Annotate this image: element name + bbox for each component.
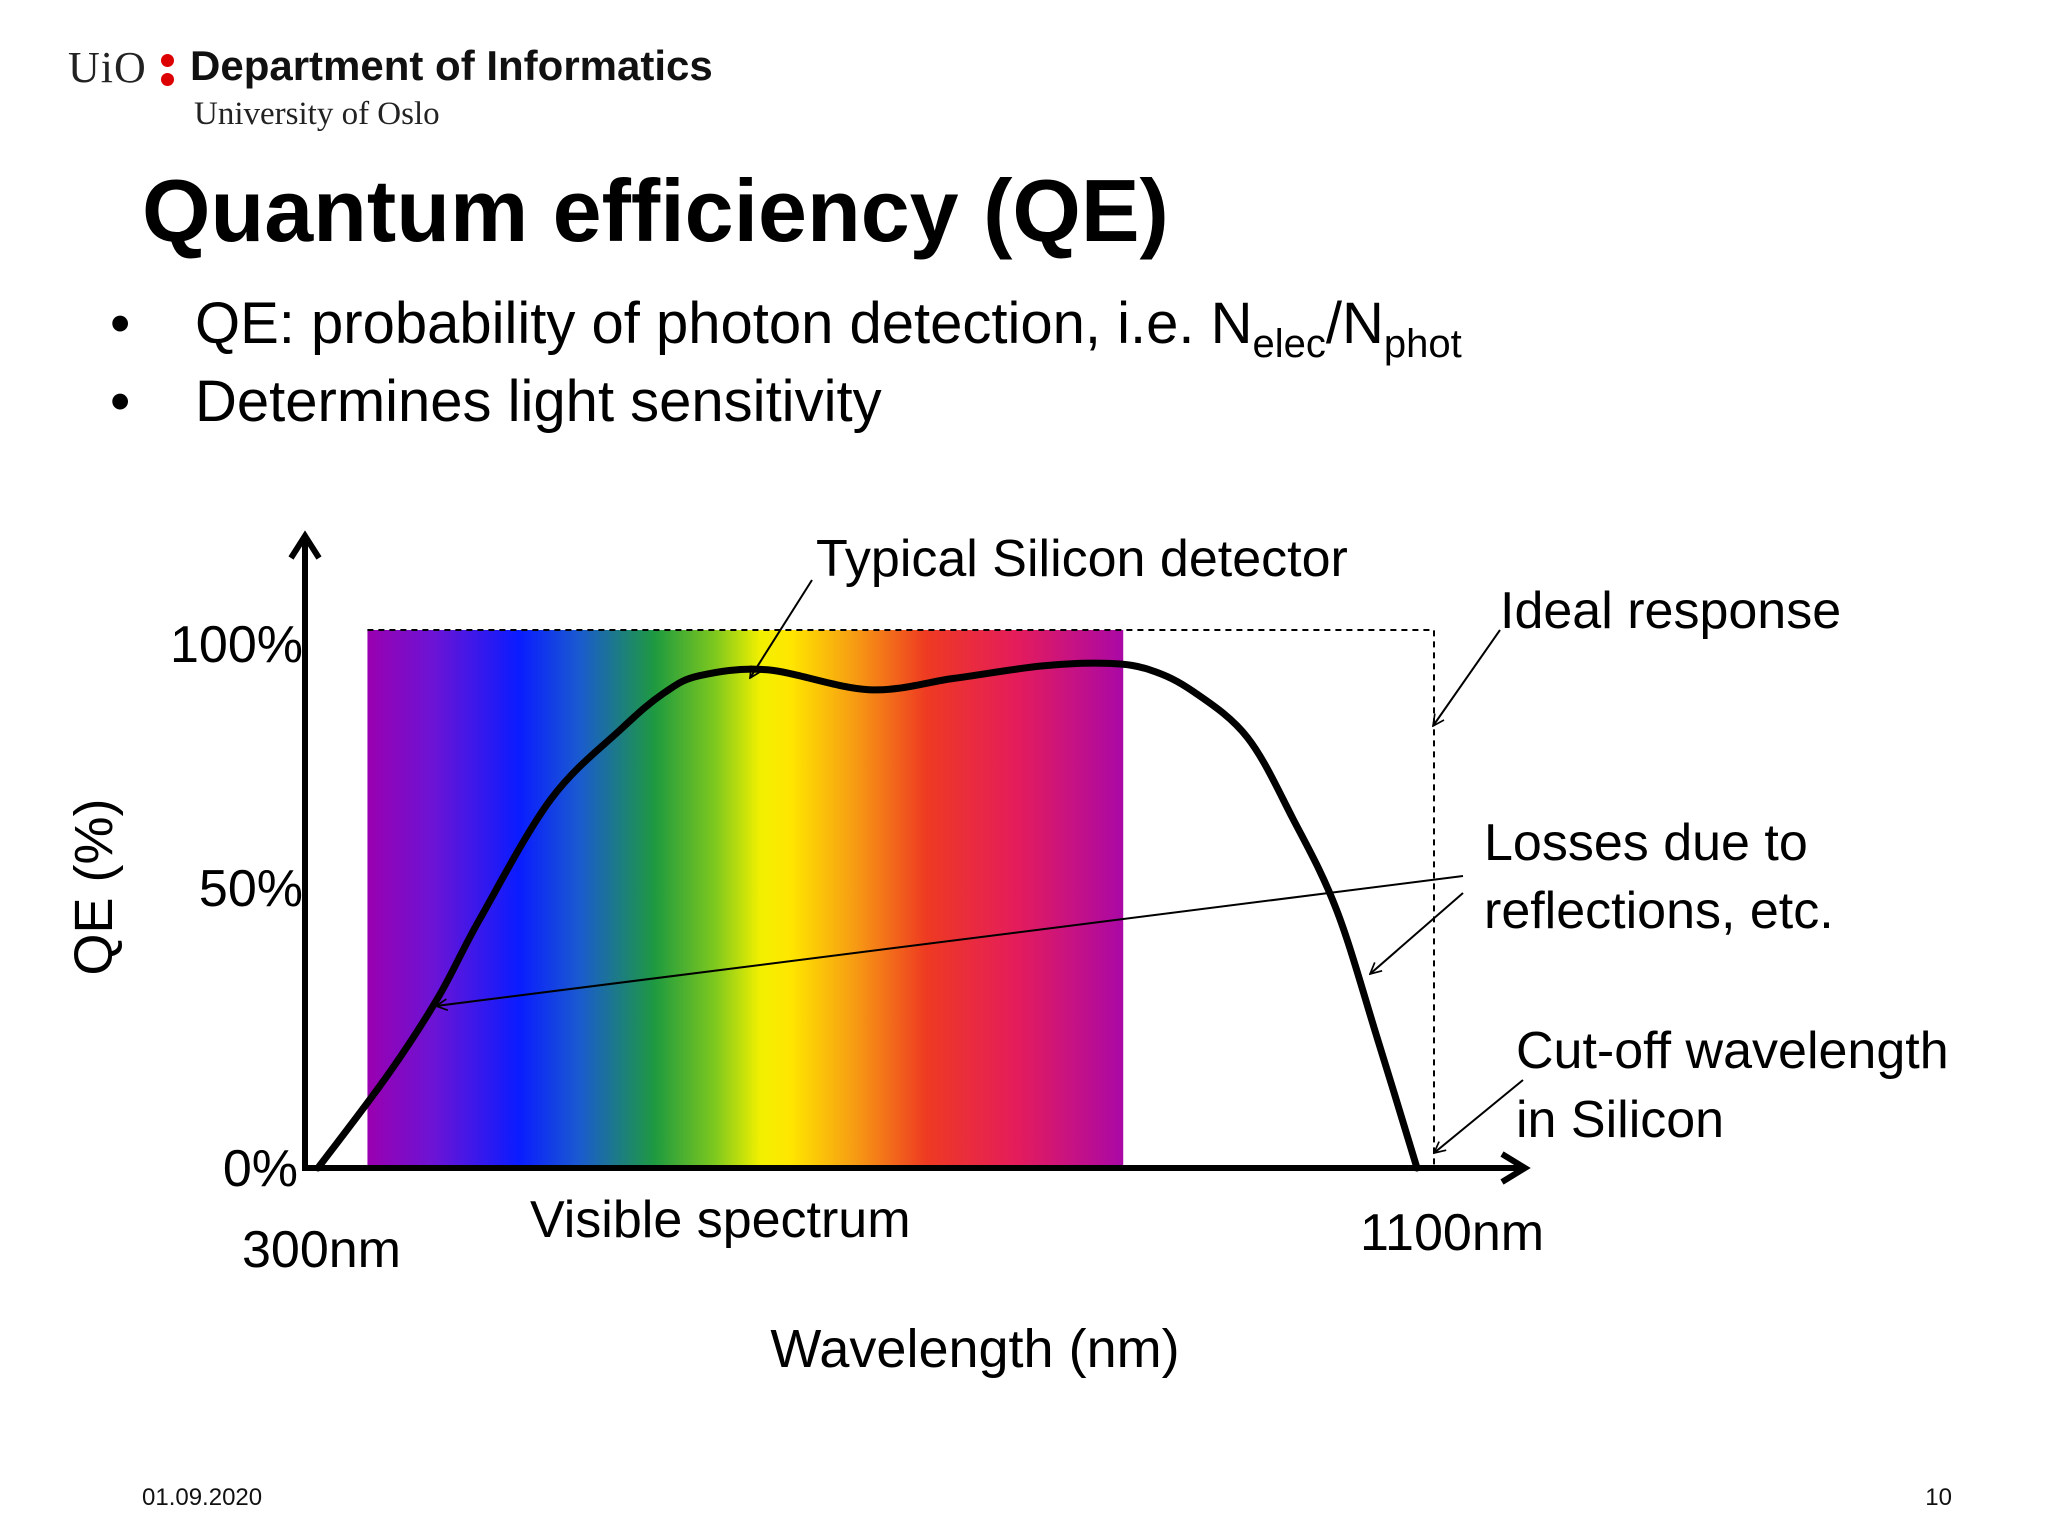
annotation-cutoff-line1: Cut-off wavelength bbox=[1516, 1022, 1949, 1080]
subscript-phot: phot bbox=[1383, 322, 1462, 366]
bullet-item: • QE: probability of photon detection, i… bbox=[110, 290, 1462, 368]
typical-silicon-pointer bbox=[750, 579, 813, 678]
y-axis-label: QE (%) bbox=[64, 798, 124, 975]
uio-logo-dots-icon bbox=[161, 54, 175, 88]
silicon-qe-curve bbox=[314, 659, 1421, 1172]
bullet-marker: • bbox=[110, 291, 131, 356]
y-tick-0: 0% bbox=[223, 1140, 298, 1198]
university-name: University of Oslo bbox=[194, 96, 440, 132]
losses-pointer-left bbox=[436, 875, 1464, 1006]
visible-spectrum-label: Visible spectrum bbox=[530, 1191, 911, 1249]
visible-spectrum-band bbox=[367, 630, 1124, 1165]
ideal-response-pointer bbox=[1433, 629, 1501, 726]
bullet-text-mid: /N bbox=[1325, 291, 1384, 356]
department-name: Department of Informatics bbox=[190, 42, 713, 89]
y-tick-100: 100% bbox=[170, 616, 303, 674]
slide-title: Quantum efficiency (QE) bbox=[142, 161, 1169, 260]
cutoff-pointer bbox=[1434, 1079, 1524, 1153]
y-tick-50: 50% bbox=[199, 860, 303, 918]
annotation-losses-line1: Losses due to bbox=[1484, 814, 1808, 872]
bullet-item: • Determines light sensitivity bbox=[110, 368, 1462, 446]
footer-date: 01.09.2020 bbox=[142, 1484, 263, 1511]
bullet-text: Determines light sensitivity bbox=[195, 369, 882, 434]
x-axis-arrow-icon bbox=[1500, 1151, 1531, 1185]
bullet-list: • QE: probability of photon detection, i… bbox=[110, 290, 1462, 446]
page-number: 10 bbox=[1925, 1484, 1952, 1511]
subscript-elec: elec bbox=[1252, 322, 1326, 366]
ideal-response-line bbox=[367, 629, 1435, 1168]
annotation-typical-silicon: Typical Silicon detector bbox=[816, 530, 1348, 588]
x-axis-label: Wavelength (nm) bbox=[770, 1319, 1179, 1379]
y-axis-arrow-icon bbox=[288, 530, 322, 560]
x-tick-300nm: 300nm bbox=[242, 1221, 401, 1279]
annotation-cutoff-line2: in Silicon bbox=[1516, 1091, 1724, 1149]
annotation-ideal-response: Ideal response bbox=[1500, 582, 1841, 640]
uio-logo-text: UiO bbox=[68, 43, 147, 92]
bullet-marker: • bbox=[110, 369, 131, 434]
losses-pointer-right bbox=[1370, 892, 1464, 974]
bullet-text: QE: probability of photon detection, i.e… bbox=[195, 291, 1253, 356]
annotation-losses-line2: reflections, etc. bbox=[1484, 882, 1834, 940]
x-tick-1100nm: 1100nm bbox=[1360, 1204, 1544, 1262]
